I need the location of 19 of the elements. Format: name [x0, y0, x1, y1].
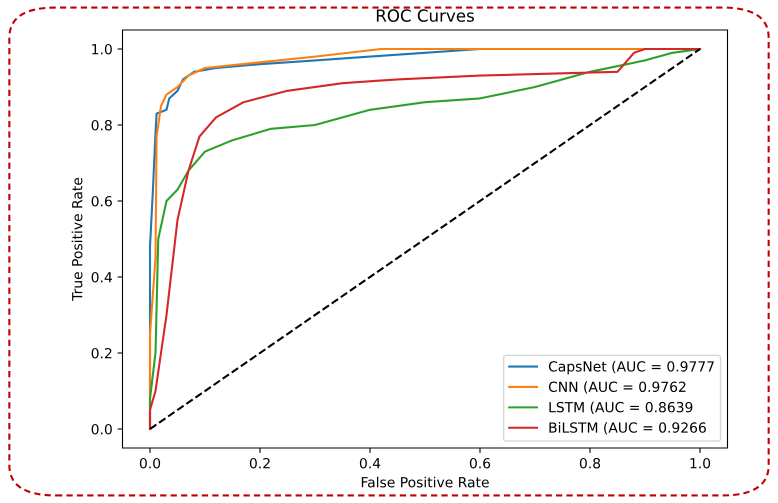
- y-tick-label: 0.2: [92, 348, 112, 358]
- y-tick-label: 0.4: [92, 272, 112, 282]
- x-tick-label: 0.4: [360, 458, 380, 468]
- legend-label: BiLSTM (AUC = 0.9266: [549, 422, 706, 434]
- y-tick-label: 0.8: [92, 120, 112, 130]
- chart-title: ROC Curves: [376, 9, 474, 22]
- y-tick-label: 1.0: [92, 44, 112, 54]
- x-axis-title: False Positive Rate: [362, 476, 489, 488]
- legend-label: LSTM (AUC = 0.8639: [549, 402, 692, 414]
- x-tick-label: 0.2: [250, 458, 270, 468]
- legend-label: CapsNet (AUC = 0.9777: [548, 360, 714, 374]
- y-axis-title: True Positive Rate: [72, 178, 82, 301]
- y-tick-label: 0.0: [92, 424, 112, 434]
- x-tick-label: 1.0: [690, 458, 710, 468]
- x-tick-label: 0.8: [580, 458, 600, 468]
- y-tick-label: 0.6: [92, 196, 112, 206]
- x-tick-label: 0.0: [140, 458, 160, 468]
- x-tick-label: 0.6: [470, 458, 490, 468]
- legend-label: CNN (AUC = 0.9762: [548, 381, 686, 394]
